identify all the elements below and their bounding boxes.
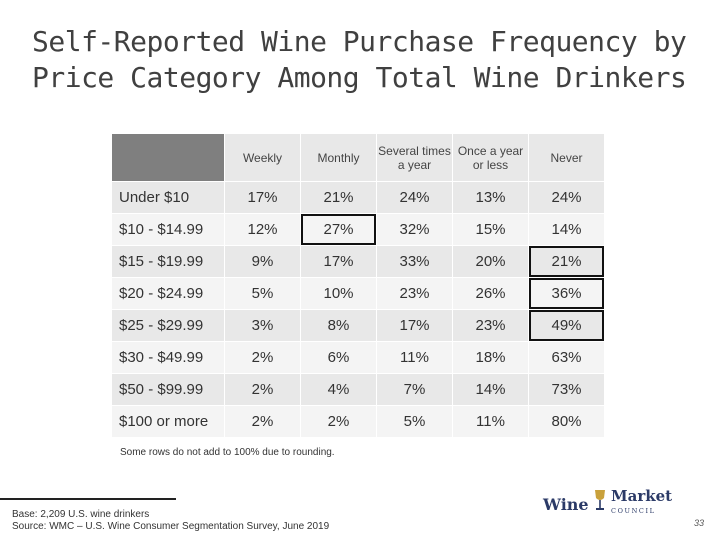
rounding-note: Some rows do not add to 100% due to roun… — [120, 447, 335, 458]
column-header: Weekly — [225, 134, 301, 182]
table-cell: 14% — [529, 214, 605, 246]
table-cell: 27% — [301, 214, 377, 246]
table-cell: 23% — [377, 278, 453, 310]
row-label: $10 - $14.99 — [112, 214, 225, 246]
table-cell: 63% — [529, 342, 605, 374]
table-cell: 2% — [301, 406, 377, 438]
row-label: $15 - $19.99 — [112, 246, 225, 278]
table-cell: 21% — [529, 246, 605, 278]
table-cell: 17% — [377, 310, 453, 342]
footer-divider — [0, 498, 176, 500]
row-label: $100 or more — [112, 406, 225, 438]
table-cell: 18% — [453, 342, 529, 374]
table-cell: 17% — [225, 182, 301, 214]
table-cell: 13% — [453, 182, 529, 214]
column-header: Never — [529, 134, 605, 182]
row-label: $30 - $49.99 — [112, 342, 225, 374]
row-label: $25 - $29.99 — [112, 310, 225, 342]
column-header: Several times a year — [377, 134, 453, 182]
table-cell: 9% — [225, 246, 301, 278]
table-cell: 33% — [377, 246, 453, 278]
table-cell: 5% — [377, 406, 453, 438]
logo-council-text: COUNCIL — [611, 507, 656, 515]
table-cell: 8% — [301, 310, 377, 342]
footer-base: Base: 2,209 U.S. wine drinkers — [12, 509, 150, 520]
wine-market-council-logo: Wine Market COUNCIL — [543, 485, 672, 521]
footer-source: Base: 2,209 U.S. wine drinkers Source: W… — [12, 509, 329, 533]
table-cell: 15% — [453, 214, 529, 246]
page-number: 33 — [694, 518, 705, 528]
logo-wine-text: Wine — [543, 495, 589, 514]
table-cell: 12% — [225, 214, 301, 246]
frequency-table: Weekly Monthly Several times a year Once a … — [112, 134, 605, 438]
logo-market-text: Market — [611, 487, 673, 505]
table-cell: 11% — [453, 406, 529, 438]
table-cell: 2% — [225, 342, 301, 374]
table-cell: 3% — [225, 310, 301, 342]
row-label: $20 - $24.99 — [112, 278, 225, 310]
table-cell: 11% — [377, 342, 453, 374]
table-header-corner — [112, 134, 225, 182]
table-cell: 7% — [377, 374, 453, 406]
table-cell: 32% — [377, 214, 453, 246]
table-cell: 73% — [529, 374, 605, 406]
column-header: Monthly — [301, 134, 377, 182]
table-cell: 80% — [529, 406, 605, 438]
table-cell: 49% — [529, 310, 605, 342]
table-cell: 21% — [301, 182, 377, 214]
table-cell: 26% — [453, 278, 529, 310]
table-cell: 24% — [529, 182, 605, 214]
table-cell: 6% — [301, 342, 377, 374]
table-cell: 2% — [225, 374, 301, 406]
table-cell: 23% — [453, 310, 529, 342]
table-cell: 14% — [453, 374, 529, 406]
slide-title: Self-Reported Wine Purchase Frequency by… — [32, 25, 687, 94]
table-cell: 4% — [301, 374, 377, 406]
table-cell: 36% — [529, 278, 605, 310]
column-header: Once a year or less — [453, 134, 529, 182]
wine-glass-icon — [595, 490, 605, 510]
row-label: $50 - $99.99 — [112, 374, 225, 406]
table-cell: 2% — [225, 406, 301, 438]
footer-source-text: Source: WMC – U.S. Wine Consumer Segment… — [12, 521, 330, 532]
row-label: Under $10 — [112, 182, 225, 214]
table-cell: 17% — [301, 246, 377, 278]
table-cell: 10% — [301, 278, 377, 310]
table-cell: 5% — [225, 278, 301, 310]
table-cell: 20% — [453, 246, 529, 278]
table-cell: 24% — [377, 182, 453, 214]
